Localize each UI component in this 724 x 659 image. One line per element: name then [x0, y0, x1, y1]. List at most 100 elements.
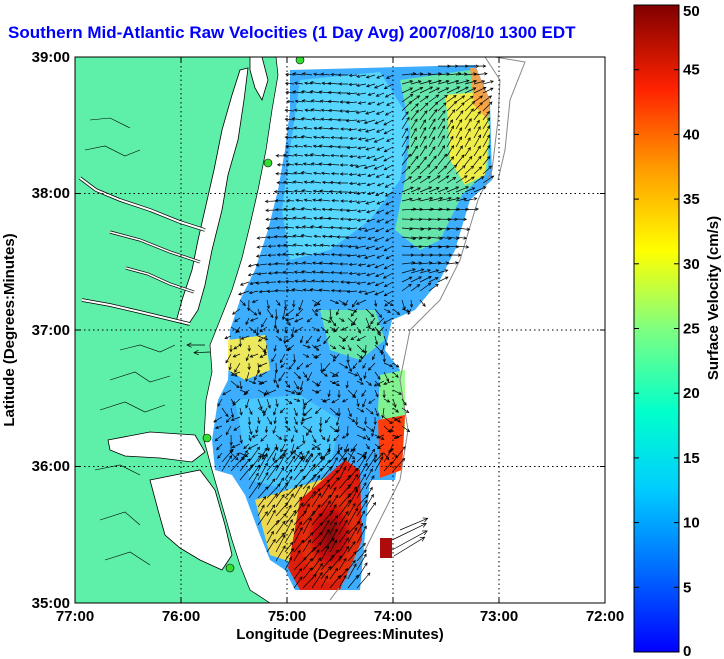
velocity-arrowhead	[366, 264, 371, 268]
velocity-arrow	[319, 145, 331, 148]
velocity-arrowhead	[357, 236, 362, 240]
velocity-arrow	[329, 425, 338, 433]
velocity-arrowhead	[374, 303, 378, 307]
velocity-arrowhead	[308, 429, 313, 433]
velocity-arrowhead	[362, 403, 366, 408]
velocity-arrowhead	[315, 410, 319, 415]
velocity-arrowhead	[361, 349, 365, 353]
velocity-arrowhead	[328, 117, 333, 122]
velocity-arrowhead	[330, 243, 335, 248]
velocity-arrow	[358, 227, 367, 230]
velocity-arrow	[284, 548, 294, 562]
velocity-arrowhead	[294, 99, 299, 103]
velocity-arrowhead	[435, 283, 439, 288]
hf-radar-stations	[202, 57, 305, 573]
velocity-arrowhead	[363, 120, 368, 125]
velocity-arrowhead	[373, 139, 378, 143]
velocity-arrowhead	[374, 85, 378, 89]
velocity-arrow	[302, 510, 316, 526]
velocity-arrowhead	[255, 281, 260, 285]
velocity-arrowhead	[261, 456, 266, 460]
velocity-arrowhead	[435, 269, 440, 273]
velocity-arrowhead	[283, 207, 287, 211]
velocity-arrowhead	[437, 217, 442, 222]
velocity-arrowhead	[405, 145, 409, 149]
velocity-arrow	[266, 446, 278, 463]
velocity-arrow	[385, 110, 394, 116]
velocity-arrowhead	[332, 345, 337, 350]
velocity-arrow	[358, 101, 367, 104]
colorbar-tick-label: 0	[683, 643, 691, 659]
velocity-arrowhead	[362, 542, 366, 547]
velocity-arrow	[226, 416, 232, 423]
velocity-arrow	[293, 407, 298, 416]
velocity-arrow	[337, 425, 340, 433]
velocity-arrow	[255, 425, 259, 433]
velocity-arrowhead	[481, 80, 486, 84]
velocity-arrow	[358, 263, 367, 266]
velocity-arrowhead	[320, 117, 325, 121]
velocity-arrow	[473, 120, 480, 130]
velocity-arrowhead	[267, 253, 272, 257]
velocity-arrow	[278, 371, 286, 382]
velocity-arrowhead	[450, 135, 454, 140]
velocity-arrowhead	[318, 288, 323, 292]
velocity-arrowhead	[265, 208, 269, 212]
velocity-arrow	[312, 271, 322, 274]
velocity-arrowhead	[217, 455, 221, 459]
velocity-arrow	[482, 175, 494, 184]
velocity-arrowhead	[256, 236, 261, 240]
velocity-arrowhead	[317, 452, 321, 456]
velocity-arrow	[320, 271, 331, 274]
velocity-arrow	[286, 199, 295, 202]
velocity-arrow	[374, 380, 385, 387]
velocity-arrow	[376, 317, 385, 326]
velocity-arrow	[349, 200, 358, 203]
velocity-arrow	[275, 520, 286, 535]
velocity-arrowhead	[343, 456, 348, 461]
velocity-arrow	[329, 380, 340, 386]
velocity-arrowhead	[271, 478, 276, 483]
velocity-arrowhead	[364, 255, 368, 259]
velocity-arrow	[350, 308, 358, 317]
velocity-arrow	[248, 425, 252, 435]
velocity-arrowhead	[259, 406, 263, 410]
velocity-arrowhead	[225, 359, 229, 364]
velocity-arrow	[259, 290, 268, 293]
velocity-arrow	[329, 494, 339, 508]
velocity-arrowhead	[265, 280, 269, 284]
velocity-arrowhead	[319, 99, 324, 103]
velocity-arrowhead	[327, 500, 331, 504]
velocity-arrowhead	[489, 87, 494, 91]
velocity-arrow	[331, 137, 340, 139]
velocity-arrow	[321, 73, 331, 76]
velocity-arrow	[455, 236, 467, 239]
velocity-arrow	[347, 507, 358, 526]
velocity-arrowhead	[296, 398, 301, 402]
velocity-arrowhead	[423, 145, 427, 149]
velocity-arrowhead	[363, 350, 368, 355]
velocity-arrowhead	[214, 437, 219, 442]
velocity-arrow	[392, 446, 406, 463]
velocity-arrowhead	[244, 449, 248, 454]
velocity-arrowhead	[376, 435, 380, 439]
velocity-arrowhead	[264, 447, 268, 451]
velocity-arrow	[302, 425, 312, 433]
velocity-arrowhead	[354, 245, 359, 250]
colorbar-tick-label: 45	[683, 62, 700, 79]
velocity-arrow	[365, 317, 371, 328]
velocity-arrow	[350, 335, 358, 340]
velocity-arrow	[392, 458, 405, 472]
velocity-arrow	[311, 532, 323, 544]
velocity-arrowhead	[235, 329, 239, 334]
x-tick-label: 75:00	[268, 608, 306, 625]
velocity-arrowhead	[322, 399, 326, 403]
velocity-arrowhead	[247, 273, 252, 277]
velocity-arrowhead	[310, 162, 315, 166]
velocity-arrowhead	[454, 217, 459, 221]
velocity-arrowhead	[228, 455, 233, 459]
velocity-arrow	[256, 263, 268, 266]
velocity-arrow	[419, 95, 429, 103]
velocity-arrow	[419, 299, 426, 307]
velocity-arrow	[311, 542, 322, 553]
